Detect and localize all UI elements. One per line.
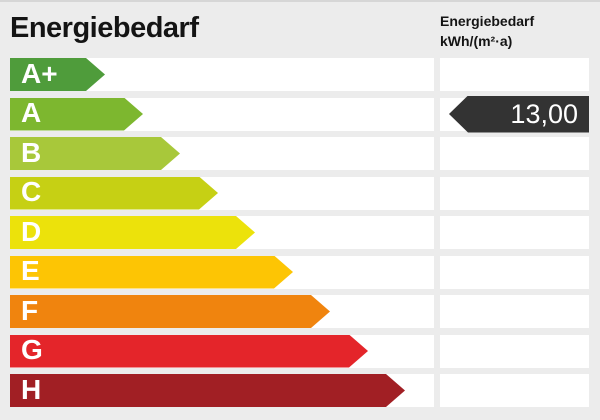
scale-row-h: H xyxy=(10,374,434,407)
value-text: 13,00 xyxy=(510,98,578,129)
energy-class-label-e: E xyxy=(21,255,40,286)
value-column-header-line1: Energiebedarf xyxy=(440,13,535,29)
scale-row-d: D xyxy=(10,216,434,249)
value-row-c xyxy=(440,176,589,210)
value-row-a-plus xyxy=(440,58,589,91)
scale-row-b: B xyxy=(10,137,434,170)
value-row-g xyxy=(440,334,589,368)
value-row-a: 13,00 xyxy=(440,95,589,133)
scale-row-a: A xyxy=(10,97,434,131)
value-row-f xyxy=(440,295,589,328)
energy-class-label-b: B xyxy=(21,136,42,168)
energy-class-label-f: F xyxy=(21,294,39,326)
value-row-d xyxy=(440,216,589,249)
scale-row-g: G xyxy=(10,334,434,368)
value-rows: 13,00 xyxy=(440,58,589,407)
scale-row-e: E xyxy=(10,255,434,289)
value-row-e xyxy=(440,255,589,289)
value-row-b xyxy=(440,137,589,170)
energy-class-label-g: G xyxy=(21,334,43,365)
energy-class-arrow-a: A xyxy=(10,98,143,131)
energy-class-arrow-g: G xyxy=(10,335,368,368)
value-indicator-arrow: 13,00 xyxy=(449,95,589,133)
value-column-header-line2: kWh/(m²·a) xyxy=(440,33,513,49)
value-column-header: Energiebedarf kWh/(m²·a) xyxy=(440,11,534,51)
energy-class-label-h: H xyxy=(21,373,42,405)
energy-scale-rows: A+ A B C D E F G H xyxy=(10,58,434,407)
energy-class-arrow-b: B xyxy=(10,137,180,170)
page-title: Energiebedarf xyxy=(10,12,199,44)
energy-class-arrow-h: H xyxy=(10,374,405,407)
scale-row-f: F xyxy=(10,295,434,328)
energy-class-label-a: A xyxy=(21,97,42,128)
energy-class-arrow-f: F xyxy=(10,295,330,328)
energy-class-arrow-e: E xyxy=(10,256,293,289)
energy-class-label-c: C xyxy=(21,176,42,207)
scale-row-c: C xyxy=(10,176,434,210)
energy-class-arrow-a-plus: A+ xyxy=(10,58,105,91)
value-row-h xyxy=(440,374,589,407)
energy-class-label-d: D xyxy=(21,215,42,247)
scale-row-a-plus: A+ xyxy=(10,58,434,91)
energy-class-label-a-plus: A+ xyxy=(21,57,58,89)
energy-class-arrow-c: C xyxy=(10,177,218,210)
energy-class-arrow-d: D xyxy=(10,216,255,249)
